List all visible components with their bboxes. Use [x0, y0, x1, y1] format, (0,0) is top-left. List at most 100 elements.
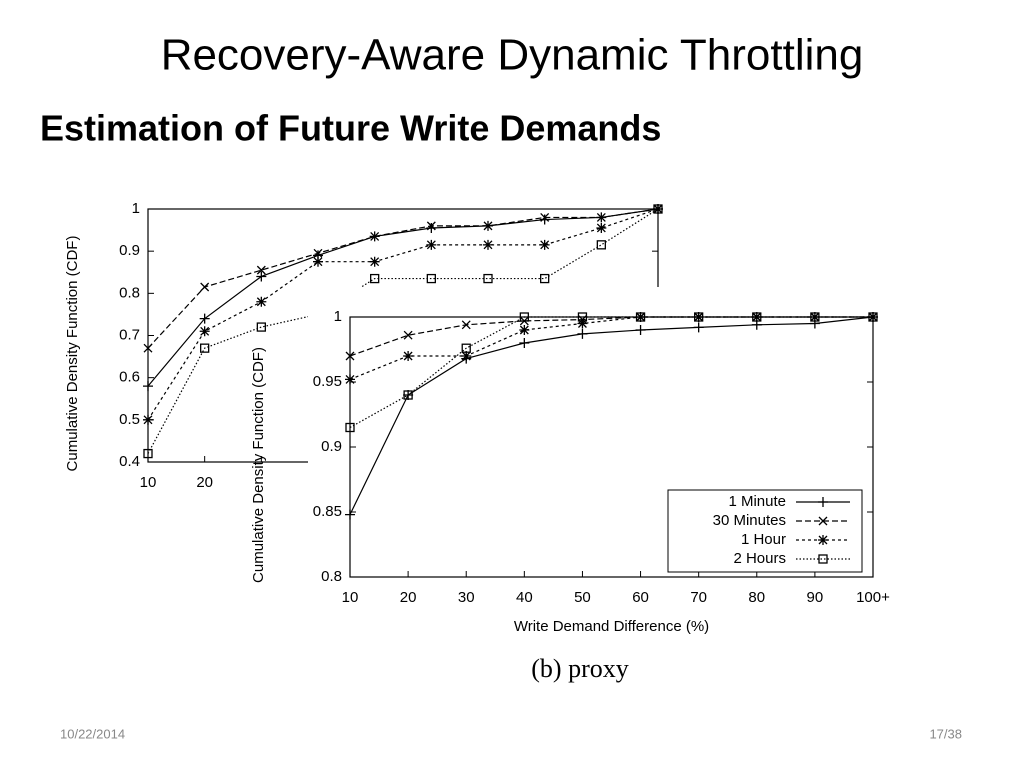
x-tick-label: 50 — [574, 589, 591, 606]
y-tick-label: 1 — [334, 308, 342, 325]
legend-label: 1 Hour — [741, 531, 786, 548]
y-tick-label: 0.6 — [119, 369, 140, 386]
legend-label: 30 Minutes — [713, 512, 786, 529]
marker — [577, 328, 588, 339]
marker — [200, 282, 210, 292]
marker — [868, 312, 878, 322]
marker — [426, 273, 436, 284]
marker — [256, 271, 267, 282]
x-tick-label: 100+ — [856, 589, 890, 606]
y-tick-label: 0.85 — [313, 503, 342, 520]
front-panel — [308, 287, 908, 647]
series-line — [349, 316, 874, 515]
marker — [199, 313, 210, 324]
marker — [818, 554, 828, 564]
slide-title: Recovery-Aware Dynamic Throttling — [161, 31, 864, 80]
series-line — [147, 208, 659, 421]
slide-subtitle: Estimation of Future Write Demands — [40, 108, 661, 149]
marker — [426, 239, 437, 250]
page-number: 17/38 — [929, 726, 962, 741]
x-tick-label: 70 — [690, 589, 707, 606]
marker — [199, 326, 210, 337]
marker — [256, 322, 266, 332]
series-line — [349, 316, 873, 357]
x-tick-label: 40 — [516, 589, 533, 606]
series-line — [349, 316, 873, 380]
marker — [345, 422, 355, 433]
x-tick-label: 10 — [140, 474, 157, 491]
marker — [752, 312, 762, 322]
x-tick-label: 80 — [748, 589, 765, 606]
marker — [369, 256, 380, 267]
marker — [313, 256, 323, 267]
marker — [693, 322, 704, 333]
marker — [143, 381, 153, 392]
marker — [426, 221, 436, 231]
marker — [426, 222, 437, 233]
marker — [461, 351, 472, 361]
marker — [345, 351, 355, 361]
marker — [596, 240, 606, 250]
y-tick-label: 0.95 — [313, 373, 342, 390]
marker — [345, 374, 355, 385]
date: 10/22/2014 — [60, 726, 125, 741]
figure-caption: (b) proxy — [531, 654, 628, 683]
x-tick-label: 10 — [342, 589, 359, 606]
marker — [596, 212, 606, 222]
x-tick-label: 60 — [632, 589, 649, 606]
y-axis-label: Cumulative Density Function (CDF) — [64, 236, 81, 472]
marker — [577, 312, 588, 322]
y-tick-label: 0.8 — [321, 568, 342, 585]
marker — [313, 248, 323, 258]
marker — [519, 312, 529, 322]
marker — [693, 312, 704, 322]
y-tick-label: 0.5 — [119, 411, 140, 428]
marker — [519, 325, 530, 335]
y-tick-label: 0.8 — [119, 284, 140, 301]
marker — [403, 390, 413, 400]
marker — [653, 204, 663, 214]
legend-box — [667, 489, 863, 573]
marker — [653, 204, 663, 214]
y-axis-label: Cumulative Density Function (CDF) — [250, 347, 267, 583]
marker — [596, 222, 607, 233]
x-tick-label: 20 — [196, 474, 213, 491]
x-axis-label: Write Demand Difference (%) — [514, 618, 709, 635]
marker — [461, 343, 471, 353]
marker — [370, 273, 380, 284]
marker — [345, 509, 355, 520]
marker — [540, 273, 550, 284]
marker — [200, 343, 210, 353]
marker — [818, 535, 828, 545]
marker — [539, 214, 550, 225]
marker — [483, 239, 493, 250]
y-tick-label: 1 — [132, 200, 140, 217]
y-tick-label: 0.9 — [321, 438, 342, 455]
marker — [577, 318, 588, 329]
marker — [539, 239, 550, 250]
marker — [540, 212, 550, 222]
legend-label: 2 Hours — [733, 550, 786, 567]
marker — [143, 343, 153, 353]
y-tick-label: 0.7 — [119, 326, 140, 343]
marker — [256, 296, 267, 307]
series-line — [349, 316, 873, 429]
marker — [483, 221, 493, 231]
series-line — [147, 208, 659, 349]
front-chart: 0.8 0.85 0.9 0.95 1 10 20 30 40 50 60 70 80 90 100+ Wri… — [250, 308, 890, 635]
x-tick-label: 20 — [400, 589, 417, 606]
marker — [483, 273, 493, 284]
back-chart: 0.4 0.5 0.6 0.7 0.8 0.9 1 10 20 Cumulative Densit… — [64, 200, 663, 491]
y-tick-label: 0.9 — [119, 242, 140, 259]
marker — [403, 351, 414, 361]
marker — [635, 325, 646, 335]
marker — [694, 312, 704, 322]
series-line — [147, 208, 659, 454]
legend-label: 1 Minute — [728, 493, 786, 510]
marker — [143, 414, 153, 425]
marker — [810, 312, 820, 322]
marker — [818, 497, 828, 507]
marker — [519, 338, 530, 348]
marker — [403, 330, 413, 340]
